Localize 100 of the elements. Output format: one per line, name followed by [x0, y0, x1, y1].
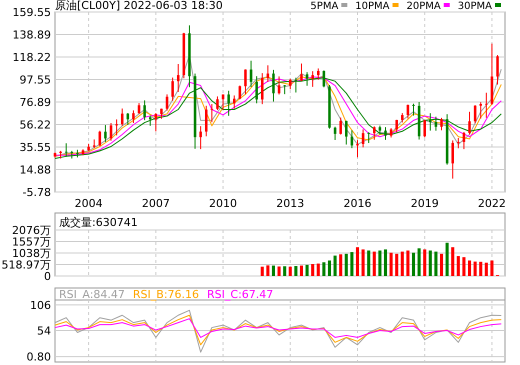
candlestick — [222, 94, 224, 111]
candlestick — [115, 118, 118, 136]
y-tick-label: 0 — [44, 270, 51, 283]
y-tick-label: 518.97万 — [2, 258, 51, 272]
candlestick — [110, 122, 112, 142]
bar — [412, 252, 416, 276]
text: RSI_C:67.47 — [207, 288, 274, 301]
candlestick — [434, 116, 438, 132]
candlestick — [148, 115, 152, 126]
candlestick — [345, 120, 348, 146]
bar — [440, 254, 444, 276]
bar — [384, 249, 388, 276]
y-tick-label: 0.80 — [26, 350, 51, 364]
candlestick — [160, 108, 163, 120]
x-tick-label: 2022 — [478, 197, 506, 210]
chart-title: 成交量:630741 — [59, 216, 138, 229]
bar — [428, 250, 432, 276]
candlestick — [367, 132, 370, 144]
bar — [266, 265, 270, 276]
candlestick — [339, 117, 342, 136]
bar — [378, 250, 382, 276]
bar — [490, 260, 494, 276]
y-tick-label: -5.78 — [22, 186, 51, 199]
series-label: RSI_B:76.16 — [132, 288, 200, 301]
candlestick — [154, 112, 158, 132]
candlestick — [138, 102, 140, 114]
y-tick-label: 106 — [30, 298, 51, 312]
y-tick-label: 138.89 — [12, 28, 51, 42]
candlestick — [373, 126, 376, 140]
candlestick — [126, 112, 130, 126]
candlestick — [406, 104, 410, 119]
bar — [406, 250, 410, 276]
candlestick — [227, 90, 230, 116]
series-label: RSI_A:84.47 — [59, 288, 125, 301]
bar — [423, 249, 426, 276]
bar — [434, 252, 438, 276]
candlestick — [171, 77, 174, 102]
candlestick — [401, 112, 404, 123]
candlestick — [176, 63, 180, 92]
candlestick — [468, 111, 471, 135]
bar — [272, 266, 276, 276]
bar — [418, 248, 421, 276]
x-tick-label: 2013 — [276, 197, 304, 210]
bar — [462, 257, 466, 276]
candlestick — [334, 126, 336, 140]
bar — [367, 250, 370, 276]
bar — [328, 260, 332, 276]
candlestick — [166, 94, 168, 112]
bar — [350, 252, 354, 276]
candlestick — [384, 126, 387, 140]
candlestick — [232, 94, 236, 110]
candlestick — [412, 103, 415, 116]
y-tick-label: 1557万 — [12, 236, 51, 248]
x-tick-label: 2007 — [142, 197, 170, 210]
y-tick-label: 56.22 — [20, 118, 51, 132]
y-tick-label: 14.88 — [20, 164, 51, 177]
bar — [479, 262, 482, 276]
candlestick — [289, 78, 292, 90]
y-tick-label: 159.55 — [12, 6, 51, 19]
bar — [288, 266, 292, 276]
bar — [400, 252, 404, 276]
candlestick — [462, 131, 466, 150]
bar — [456, 256, 460, 276]
bar — [484, 262, 488, 276]
candlestick — [356, 140, 359, 158]
candlestick — [104, 124, 107, 142]
candlestick — [350, 130, 354, 149]
y-tick-label: 76.89 — [20, 96, 51, 109]
y-tick-label: 35.55 — [20, 141, 51, 154]
candlestick — [204, 105, 208, 137]
y-tick-label: 54 — [37, 324, 51, 338]
bar — [306, 264, 309, 276]
candlestick — [98, 130, 102, 146]
y-tick-label: 1038万 — [12, 247, 51, 260]
bar — [356, 247, 360, 276]
candlestick — [496, 54, 499, 86]
candlestick — [260, 72, 264, 105]
y-tick-label: 118.22 — [12, 50, 51, 64]
bar — [362, 249, 365, 276]
bar — [446, 242, 449, 276]
bar — [316, 264, 320, 276]
legend-label: 30PMA — [458, 1, 492, 12]
candlestick — [300, 63, 303, 82]
candlestick — [440, 117, 443, 131]
bar — [395, 254, 398, 276]
x-tick-label: 2004 — [74, 197, 103, 210]
bar — [283, 266, 286, 276]
bar — [474, 262, 477, 276]
legend-label: 20PMA — [406, 1, 441, 12]
bar — [311, 264, 314, 276]
y-tick-label: 97.55 — [20, 74, 51, 86]
candlestick — [120, 108, 124, 126]
x-tick-label: 2016 — [343, 197, 372, 210]
candlestick — [143, 100, 146, 121]
line-series — [54, 314, 502, 346]
bar — [294, 266, 298, 276]
bar — [260, 266, 264, 276]
bar — [322, 262, 326, 276]
legend-label: 10PMA — [355, 1, 390, 12]
candlestick — [132, 110, 135, 124]
